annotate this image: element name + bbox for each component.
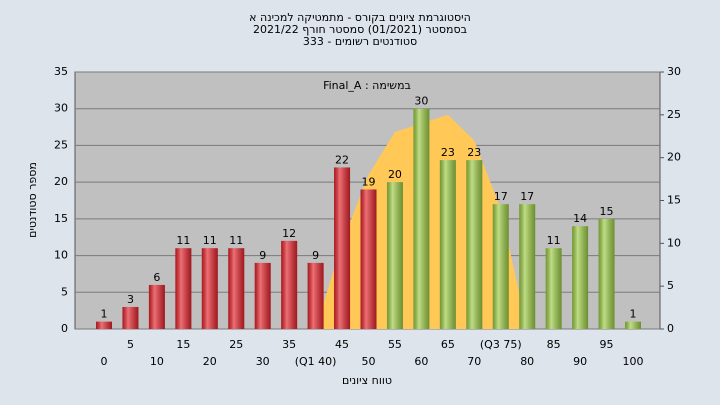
x-tick-label: 90 xyxy=(573,355,587,368)
value-label: 9 xyxy=(312,249,319,262)
y-tick-label: 10 xyxy=(54,249,68,262)
bar-shade xyxy=(281,240,298,329)
value-label: 14 xyxy=(573,212,587,225)
x-tick-label: 35 xyxy=(282,338,296,351)
value-label: 15 xyxy=(600,205,614,218)
bar-shade xyxy=(519,204,536,329)
value-label: 12 xyxy=(282,227,296,240)
y-tick-label: 30 xyxy=(54,102,68,115)
x-tick-label: (Q1 40) xyxy=(295,355,337,368)
value-label: 22 xyxy=(335,153,349,166)
chart-title: היסטוגרמת ציונים בקורס - מתמטיקה למכינה … xyxy=(249,11,471,24)
bar-shade xyxy=(334,167,351,329)
bar-shade xyxy=(122,306,139,329)
bar-shade xyxy=(96,321,112,329)
bar-shade xyxy=(492,204,509,329)
bar-shade xyxy=(148,284,165,329)
y-tick-label: 5 xyxy=(61,285,68,298)
x-tick-label: 20 xyxy=(203,355,217,368)
bar-shade xyxy=(413,108,430,329)
value-label: 11 xyxy=(547,234,561,247)
value-label: 23 xyxy=(467,146,481,159)
x-axis-label: טווח ציונים xyxy=(342,374,392,387)
x-tick-label: 70 xyxy=(467,355,481,368)
y-tick-label: 35 xyxy=(54,65,68,78)
bar-shade xyxy=(386,182,403,329)
x-tick-label: 5 xyxy=(127,338,134,351)
value-label: 20 xyxy=(388,168,402,181)
x-tick-label: 45 xyxy=(335,338,349,351)
x-tick-label: 55 xyxy=(388,338,402,351)
y2-tick-label: 15 xyxy=(667,194,681,207)
value-label: 17 xyxy=(494,190,508,203)
value-label: 17 xyxy=(520,190,534,203)
bar-shade xyxy=(175,248,192,329)
x-tick-label: 80 xyxy=(520,355,534,368)
bar-shade xyxy=(545,248,562,329)
y2-tick-label: 30 xyxy=(667,65,681,78)
y2-tick-label: 0 xyxy=(667,322,674,335)
x-tick-label: 15 xyxy=(176,338,190,351)
y2-tick-label: 25 xyxy=(667,108,681,121)
bar-shade xyxy=(598,218,615,329)
bar-shade xyxy=(201,248,218,329)
bar-shade xyxy=(466,160,483,329)
x-tick-label: 65 xyxy=(441,338,455,351)
y-tick-label: 15 xyxy=(54,212,68,225)
value-label: 11 xyxy=(203,234,217,247)
x-tick-label: 50 xyxy=(362,355,376,368)
y2-tick-label: 5 xyxy=(667,279,674,292)
bar-shade xyxy=(254,262,271,329)
value-label: 11 xyxy=(229,234,243,247)
x-tick-label: 95 xyxy=(600,338,614,351)
x-tick-label: 85 xyxy=(547,338,561,351)
y2-tick-label: 10 xyxy=(667,236,681,249)
value-label: 1 xyxy=(101,308,108,321)
bar-shade xyxy=(439,160,456,329)
y-tick-label: 0 xyxy=(61,322,68,335)
bar-shade xyxy=(228,248,245,329)
value-label: 9 xyxy=(259,249,266,262)
y-axis-label: מספר סטודנטים xyxy=(26,162,39,238)
value-label: 19 xyxy=(362,175,376,188)
value-label: 23 xyxy=(441,146,455,159)
bar-shade xyxy=(625,321,641,329)
value-label: 3 xyxy=(127,293,134,306)
value-label: 1 xyxy=(630,308,637,321)
y2-tick-label: 20 xyxy=(667,151,681,164)
bar-shade xyxy=(360,189,377,329)
y-tick-label: 20 xyxy=(54,175,68,188)
value-label: 11 xyxy=(176,234,190,247)
x-tick-label: 25 xyxy=(229,338,243,351)
x-tick-label: 10 xyxy=(150,355,164,368)
value-label: 30 xyxy=(414,95,428,108)
x-tick-label: (Q3 75) xyxy=(480,338,522,351)
annotation: Final_A : במשימה xyxy=(323,79,411,92)
x-tick-label: 60 xyxy=(414,355,428,368)
chart-subtitle: סטודנטים רשומים - 333 xyxy=(303,35,417,48)
x-tick-label: 100 xyxy=(623,355,644,368)
y-tick-label: 25 xyxy=(54,138,68,151)
x-tick-label: 0 xyxy=(101,355,108,368)
bar-shade xyxy=(572,226,589,329)
chart-subtitle: בסמסטר (01/2021) סמסטר חורף 2021/22 xyxy=(253,23,467,36)
x-tick-label: 30 xyxy=(256,355,270,368)
value-label: 6 xyxy=(153,271,160,284)
bar-shade xyxy=(307,262,324,329)
